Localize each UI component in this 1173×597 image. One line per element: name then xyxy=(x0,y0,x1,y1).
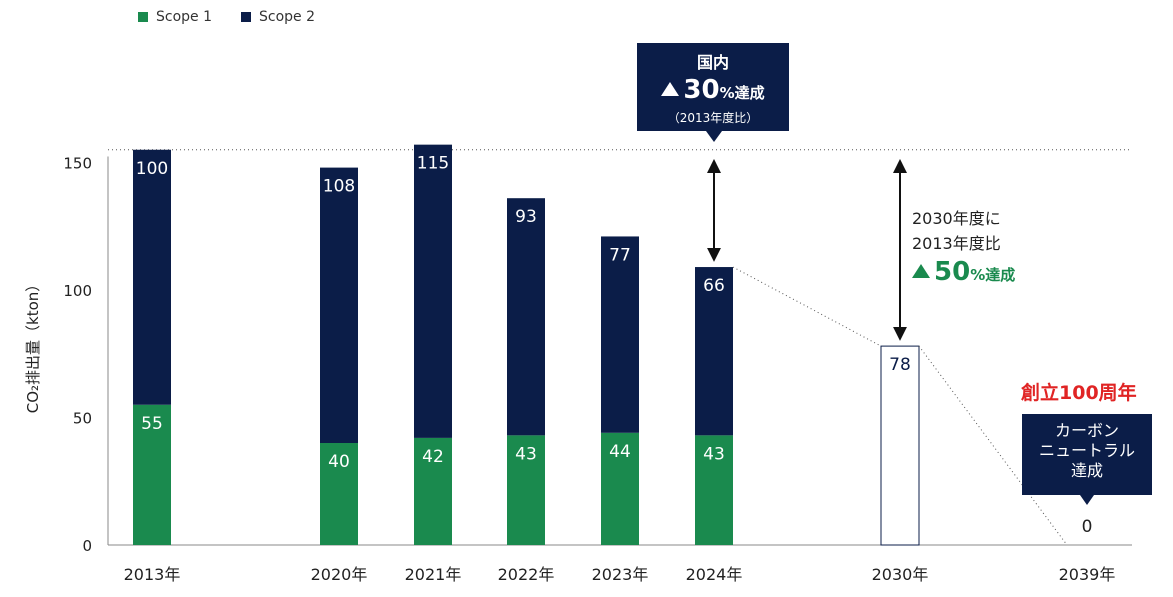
bar-scope1 xyxy=(133,404,171,545)
legend-swatch-scope2 xyxy=(241,12,251,22)
data-label-scope1: 42 xyxy=(422,447,444,467)
x-tick-label: 2013年 xyxy=(124,565,181,584)
bar-scope1 xyxy=(414,437,452,545)
target-2030-note: 2030年度に 2013年度比 50%達成 xyxy=(912,206,1015,288)
legend-item-scope2: Scope 2 xyxy=(241,9,315,25)
bar-scope2 xyxy=(601,236,639,433)
bar-scope2 xyxy=(414,144,452,438)
bar-scope2 xyxy=(133,149,171,405)
data-label-scope2: 115 xyxy=(417,154,449,174)
bar-target-2030 xyxy=(880,345,920,546)
bar-scope1 xyxy=(601,432,639,545)
x-tick-label: 2024年 xyxy=(686,565,743,584)
target-2030-line1: 2030年度に xyxy=(912,209,1001,228)
data-label-scope1: 43 xyxy=(703,444,725,464)
y-tick-label: 50 xyxy=(73,410,92,428)
data-label-scope2: 108 xyxy=(323,177,355,197)
legend-label-scope2: Scope 2 xyxy=(259,9,316,25)
x-tick-label: 2022年 xyxy=(498,565,555,584)
x-tick-label: 2030年 xyxy=(872,565,929,584)
triangle-up-icon xyxy=(661,82,680,96)
target-2030-pct: 50%達成 xyxy=(912,257,1016,288)
callout-carbon-neutral: カーボン ニュートラル 達成 xyxy=(1022,414,1152,495)
y-tick-label: 150 xyxy=(63,155,92,173)
bar-scope2 xyxy=(507,198,545,436)
callout-domestic-pct: 30%達成 xyxy=(637,75,789,108)
data-label-target-2030: 78 xyxy=(889,355,911,375)
data-label-scope1: 44 xyxy=(609,442,631,462)
callout-domestic-title: 国内 xyxy=(696,53,729,72)
data-label-scope1: 43 xyxy=(515,444,537,464)
bar-scope1 xyxy=(695,435,733,545)
callout-domestic-note: （2013年度比） xyxy=(667,111,759,125)
triangle-up-icon xyxy=(912,264,930,278)
data-label-scope2: 66 xyxy=(703,276,725,296)
x-tick-label: 2039年 xyxy=(1059,565,1116,584)
anniversary-label: 創立100周年 xyxy=(1021,382,1137,404)
data-label-target-2039: 0 xyxy=(1082,517,1093,537)
callout-pointer-top xyxy=(706,131,722,142)
carbon-neutral-line2: ニュートラル xyxy=(1038,441,1135,460)
carbon-neutral-line1: カーボン xyxy=(1054,421,1119,440)
bar-scope2 xyxy=(695,267,733,436)
data-label-scope2: 93 xyxy=(515,207,537,227)
x-tick-label: 2020年 xyxy=(311,565,368,584)
x-tick-label: 2023年 xyxy=(592,565,649,584)
bar-scope1 xyxy=(507,435,545,545)
y-tick-label: 100 xyxy=(63,282,92,300)
bar-scope2 xyxy=(320,167,358,443)
y-axis-label: CO₂排出量（kton） xyxy=(24,277,42,414)
callout-domestic-30: 国内 30%達成 （2013年度比） xyxy=(637,43,789,131)
callout-domestic-pct-value: 30 xyxy=(683,75,720,105)
bar-scope1 xyxy=(320,443,358,545)
callout-pointer-bottom xyxy=(1080,495,1094,505)
callout-domestic-pct-suffix: %達成 xyxy=(719,84,765,102)
target-2030-pct-value: 50 xyxy=(934,257,971,287)
x-tick-label: 2021年 xyxy=(405,565,462,584)
legend-item-scope1: Scope 1 xyxy=(138,9,212,25)
target-2030-pct-suffix: %達成 xyxy=(970,266,1016,284)
legend-label-scope1: Scope 1 xyxy=(156,9,213,25)
y-tick-label: 0 xyxy=(82,537,92,555)
data-label-scope2: 100 xyxy=(136,159,168,179)
data-label-scope1: 40 xyxy=(328,452,350,472)
carbon-neutral-line3: 達成 xyxy=(1070,461,1103,480)
data-label-scope1: 55 xyxy=(141,414,163,434)
legend-swatch-scope1 xyxy=(138,12,148,22)
data-label-scope2: 77 xyxy=(609,245,631,265)
target-2030-line2: 2013年度比 xyxy=(912,234,1001,253)
trend-line-2024-2030 xyxy=(732,266,882,347)
